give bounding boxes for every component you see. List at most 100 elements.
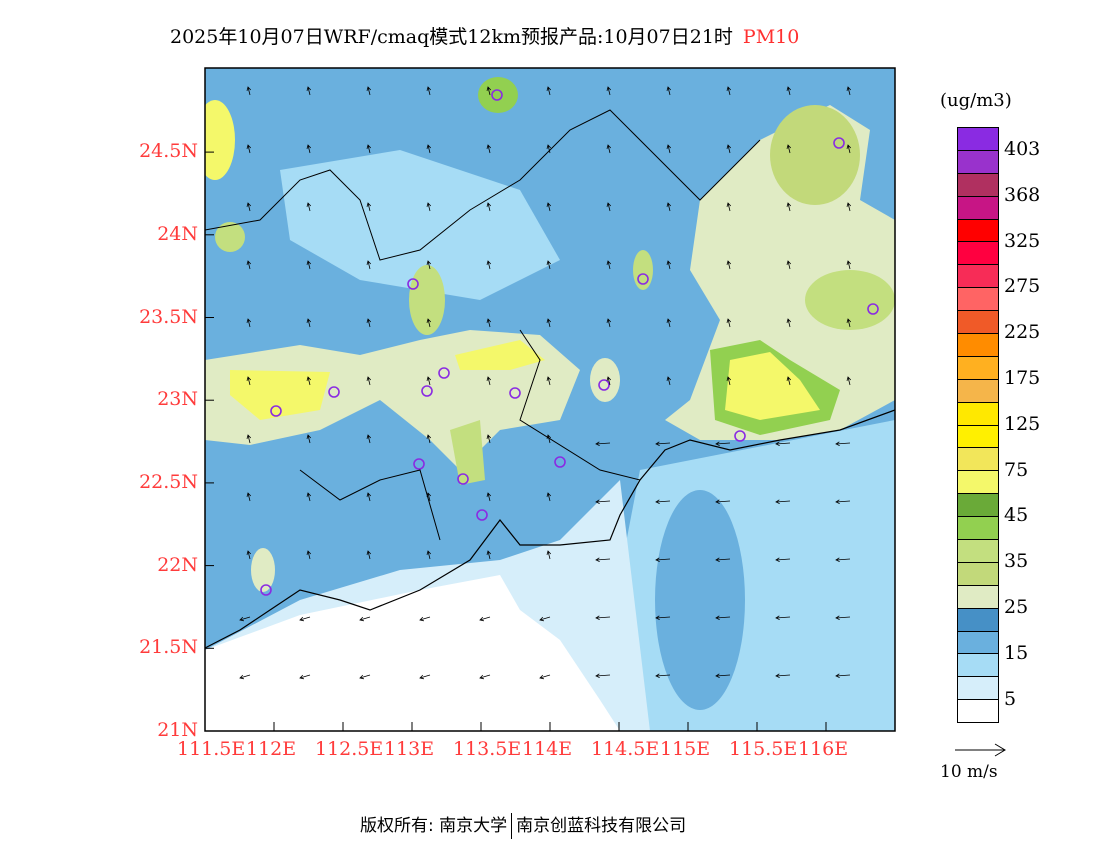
wind-arrow bbox=[419, 674, 431, 680]
lon-tick-label: 112.5E bbox=[315, 738, 384, 760]
lat-tick-label: 21N bbox=[157, 719, 198, 741]
wind-arrow bbox=[546, 318, 552, 328]
wind-arrow bbox=[595, 557, 611, 563]
wind-arrow bbox=[726, 318, 732, 328]
inland-low bbox=[280, 150, 560, 300]
colorbar-label: 5 bbox=[1004, 687, 1017, 710]
wind-arrow bbox=[419, 616, 431, 622]
wind-vectors bbox=[239, 86, 852, 680]
blob-nw bbox=[205, 100, 235, 180]
reference-arrow-icon bbox=[955, 743, 1006, 757]
colorbar-swatch bbox=[958, 128, 998, 151]
wind-arrow bbox=[715, 615, 731, 621]
wind-arrow bbox=[359, 616, 371, 622]
wind-arrow bbox=[666, 202, 672, 212]
colorbar-label: 225 bbox=[1004, 321, 1041, 344]
lat-tick-label: 23.5N bbox=[139, 305, 198, 328]
wind-arrow bbox=[246, 86, 252, 96]
colorbar-swatch bbox=[958, 540, 998, 563]
wind-arrow bbox=[246, 260, 252, 270]
colorbar-swatch bbox=[958, 219, 998, 243]
monitoring-station-marker bbox=[598, 379, 610, 391]
province-boundaries bbox=[205, 109, 761, 541]
wind-arrow bbox=[306, 492, 312, 502]
monitoring-station-marker bbox=[867, 303, 879, 315]
lon-tick-label: 114.5E bbox=[591, 738, 660, 760]
wind-arrow bbox=[306, 318, 312, 328]
wind-arrow bbox=[306, 260, 312, 270]
wind-arrow bbox=[595, 499, 611, 505]
wind-arrow bbox=[306, 202, 312, 212]
wind-arrow bbox=[726, 202, 732, 212]
wind-reference-label: 10 m/s bbox=[940, 762, 998, 782]
colorbar-swatch bbox=[958, 334, 998, 357]
wind-arrow bbox=[426, 144, 432, 154]
colorbar-label: 175 bbox=[1004, 366, 1041, 389]
wind-arrow bbox=[479, 616, 491, 622]
wind-arrow bbox=[546, 260, 552, 270]
monitoring-station-marker bbox=[734, 430, 746, 442]
wind-arrow bbox=[359, 674, 371, 680]
colorbar-swatch bbox=[958, 471, 998, 495]
colorbar-swatch bbox=[958, 700, 998, 723]
wind-arrow bbox=[239, 674, 251, 680]
wind-arrow bbox=[306, 550, 312, 560]
wind-arrow bbox=[595, 615, 611, 621]
wind-arrow bbox=[426, 376, 432, 386]
wind-arrow bbox=[486, 492, 492, 502]
title-text: 2025年10月07日WRF/cmaq模式12km预报产品:10月07日21时 bbox=[170, 26, 733, 48]
wind-arrow bbox=[426, 86, 432, 96]
monitoring-station-marker bbox=[413, 458, 425, 470]
blob-sw bbox=[251, 548, 275, 592]
pollutant-label: PM10 bbox=[742, 26, 800, 48]
wind-arrow bbox=[715, 499, 731, 505]
wind-arrow bbox=[606, 318, 612, 328]
wind-arrow bbox=[486, 550, 492, 560]
wind-arrow bbox=[546, 550, 552, 560]
lon-tick-label: 115.5E bbox=[729, 738, 798, 760]
wind-arrow bbox=[246, 202, 252, 212]
lat-tick-label: 22.5N bbox=[139, 470, 198, 493]
wind-arrow bbox=[726, 86, 732, 96]
ne-blob bbox=[770, 105, 860, 205]
colorbar-swatch bbox=[958, 585, 998, 609]
monitoring-station-marker bbox=[328, 386, 340, 398]
wind-arrow bbox=[775, 615, 791, 621]
colorbar-swatch bbox=[958, 288, 998, 312]
colorbar-swatch bbox=[958, 517, 998, 541]
lat-tick-label: 22N bbox=[157, 553, 198, 576]
wind-arrow bbox=[726, 376, 732, 386]
colorbar-label: 15 bbox=[1004, 641, 1029, 664]
colorbar-swatch bbox=[958, 150, 998, 174]
colorbar-swatch bbox=[958, 242, 998, 266]
colorbar-swatch bbox=[958, 448, 998, 472]
colorbar-swatch bbox=[958, 631, 998, 655]
wind-arrow bbox=[835, 673, 851, 679]
wind-arrow bbox=[786, 376, 792, 386]
colorbar-swatch bbox=[958, 654, 998, 678]
wind-arrow bbox=[366, 144, 372, 154]
wind-arrow bbox=[486, 144, 492, 154]
footer-divider bbox=[511, 813, 513, 839]
wind-arrow bbox=[486, 86, 492, 96]
colorbar-label: 275 bbox=[1004, 275, 1041, 298]
wind-arrow bbox=[835, 499, 851, 505]
wind-arrow bbox=[786, 86, 792, 96]
wind-arrow bbox=[486, 318, 492, 328]
monitoring-station-marker bbox=[833, 137, 845, 149]
wind-arrow bbox=[546, 144, 552, 154]
wind-arrow bbox=[846, 260, 852, 270]
wind-arrow bbox=[546, 376, 552, 386]
colorbar-swatch bbox=[958, 608, 998, 632]
colorbar-label: 45 bbox=[1004, 504, 1029, 527]
wind-arrow bbox=[246, 376, 252, 386]
wind-arrow bbox=[299, 616, 311, 622]
wind-arrow bbox=[655, 673, 671, 679]
lat-tick-label: 23N bbox=[157, 388, 198, 411]
monitoring-station-marker bbox=[476, 509, 488, 521]
colorbar-label: 125 bbox=[1004, 412, 1041, 435]
lon-tick-label: 112E bbox=[246, 738, 297, 760]
blob-north bbox=[478, 77, 518, 113]
